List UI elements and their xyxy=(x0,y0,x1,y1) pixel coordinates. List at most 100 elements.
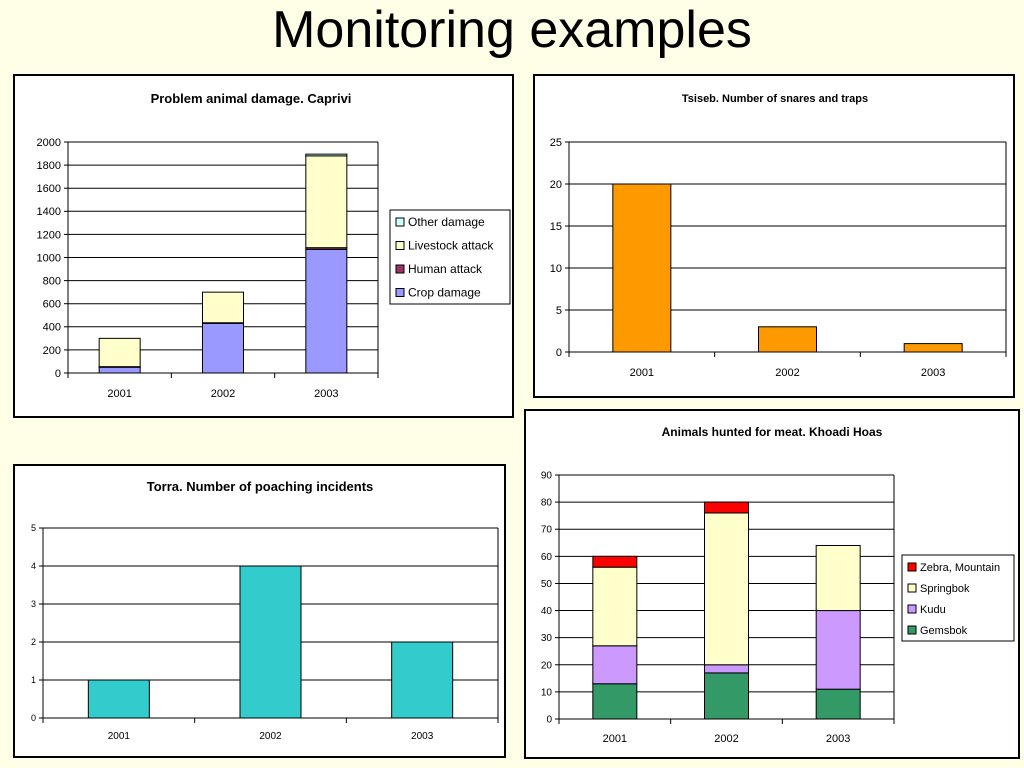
y-tick-label: 90 xyxy=(541,471,553,482)
y-tick-label: 0 xyxy=(556,347,562,359)
legend-label: Livestock attack xyxy=(408,239,494,253)
legend-box xyxy=(389,209,511,305)
bar-segment xyxy=(592,683,638,720)
x-tick-label: 2002 xyxy=(211,388,235,400)
bar-segment xyxy=(305,153,348,157)
y-tick-label: 30 xyxy=(541,633,553,644)
y-tick-label: 2000 xyxy=(37,137,61,149)
bar-segment xyxy=(202,322,244,374)
y-tick-label: 600 xyxy=(43,299,61,311)
y-tick-label: 4 xyxy=(31,561,36,571)
chart-khoadi: Animals hunted for meat. Khoadi Hoas 0 10 2… xyxy=(541,425,1015,745)
legend-swatch xyxy=(907,625,917,635)
bar-segment xyxy=(98,337,141,368)
y-tick-label: 1 xyxy=(31,675,36,685)
y-tick-label: 50 xyxy=(541,579,553,590)
y-tick-label: 25 xyxy=(550,137,562,149)
bar-segment xyxy=(704,512,749,666)
x-tick-label: 2003 xyxy=(314,388,338,400)
x-tick-label: 2003 xyxy=(826,733,850,745)
chart-title: Problem animal damage. Caprivi xyxy=(151,91,352,106)
y-tick-label: 10 xyxy=(541,687,553,698)
bar-segment xyxy=(202,291,244,324)
chart-title: Torra. Number of poaching incidents xyxy=(147,479,374,494)
y-tick-label: 15 xyxy=(550,221,562,233)
y-tick-label: 1000 xyxy=(37,252,61,264)
x-tick-label: 2002 xyxy=(259,731,282,742)
legend-swatch xyxy=(907,583,917,593)
bar-segment xyxy=(903,343,963,353)
bar-segment xyxy=(704,664,749,674)
y-tick-label: 5 xyxy=(556,305,562,317)
bar-segment xyxy=(704,672,749,720)
y-tick-label: 3 xyxy=(31,599,36,609)
x-tick-label: 2001 xyxy=(603,733,627,745)
bar-segment xyxy=(612,183,672,353)
legend-swatch xyxy=(395,217,405,227)
y-tick-label: 10 xyxy=(550,263,562,275)
y-tick-label: 20 xyxy=(550,179,562,191)
x-tick-label: 2002 xyxy=(714,733,738,745)
legend-label: Kudu xyxy=(920,604,946,616)
chart-panel-khoadi: Animals hunted for meat. Khoadi Hoas 0 10 2… xyxy=(524,409,1020,759)
y-tick-label: 20 xyxy=(541,660,553,671)
y-tick-label: 60 xyxy=(541,552,553,563)
y-tick-label: 1800 xyxy=(37,160,61,172)
legend-swatch xyxy=(395,241,405,250)
y-tick-label: 1600 xyxy=(37,183,61,195)
legend-label: Human attack xyxy=(408,262,483,276)
y-tick-label: 1400 xyxy=(37,206,61,218)
legend-label: Other damage xyxy=(408,215,485,229)
chart-panel-tsiseb: Tsiseb. Number of snares and traps 0 5 10 15… xyxy=(533,74,1015,398)
y-tick-label: 200 xyxy=(43,345,61,357)
bar-segment xyxy=(305,155,348,249)
bar-segment xyxy=(87,679,150,719)
y-tick-label: 80 xyxy=(541,498,553,509)
y-tick-label: 0 xyxy=(55,368,61,380)
chart-title: Animals hunted for meat. Khoadi Hoas xyxy=(662,425,883,439)
x-tick-label: 2001 xyxy=(107,388,131,400)
legend-swatch xyxy=(907,604,917,614)
bar-segment xyxy=(391,641,454,719)
chart-torra: Torra. Number of poaching incidents 0 1 2 3 4… xyxy=(31,479,499,742)
x-tick-label: 2001 xyxy=(108,731,131,742)
y-tick-label: 400 xyxy=(43,322,61,334)
bar-segment xyxy=(758,326,817,353)
slide-title: Monitoring examples xyxy=(272,1,752,59)
y-tick-label: 800 xyxy=(43,275,61,287)
legend-label: Zebra, Mountain xyxy=(920,562,1000,574)
y-tick-label: 0 xyxy=(31,713,36,723)
legend-label: Gemsbok xyxy=(920,625,968,637)
chart-panel-torra: Torra. Number of poaching incidents 0 1 2 3 4… xyxy=(13,464,506,758)
y-tick-label: 5 xyxy=(31,523,36,533)
y-tick-label: 70 xyxy=(541,525,553,536)
bar-segment xyxy=(815,688,861,720)
bar-segment xyxy=(239,565,302,719)
x-tick-label: 2002 xyxy=(775,367,799,379)
bar-segment xyxy=(815,544,861,612)
bar-segment xyxy=(98,366,141,374)
bar-segment xyxy=(592,555,638,568)
x-tick-label: 2001 xyxy=(630,367,654,379)
legend-swatch xyxy=(395,264,405,274)
y-tick-label: 0 xyxy=(546,715,552,726)
y-tick-label: 40 xyxy=(541,606,553,617)
bar-segment xyxy=(815,610,861,690)
chart-tsiseb: Tsiseb. Number of snares and traps 0 5 10 15… xyxy=(550,93,1007,379)
bar-segment xyxy=(305,248,348,374)
legend-swatch xyxy=(395,288,405,297)
x-tick-label: 2003 xyxy=(921,367,945,379)
bar-segment xyxy=(592,645,638,685)
legend-box xyxy=(901,554,1015,642)
legend-label: Crop damage xyxy=(408,286,481,300)
legend-swatch xyxy=(907,562,917,572)
y-tick-label: 2 xyxy=(31,637,36,647)
bar-segment xyxy=(592,566,638,647)
chart-caprivi: Problem animal damage. Caprivi 0 200 400 600… xyxy=(37,91,511,400)
y-tick-label: 1200 xyxy=(37,229,61,241)
chart-panel-caprivi: Problem animal damage. Caprivi 0 200 400 600… xyxy=(13,74,514,418)
legend-label: Springbok xyxy=(920,583,970,595)
x-tick-label: 2003 xyxy=(411,731,434,742)
bar-segment xyxy=(704,501,749,514)
chart-title: Tsiseb. Number of snares and traps xyxy=(682,93,868,105)
